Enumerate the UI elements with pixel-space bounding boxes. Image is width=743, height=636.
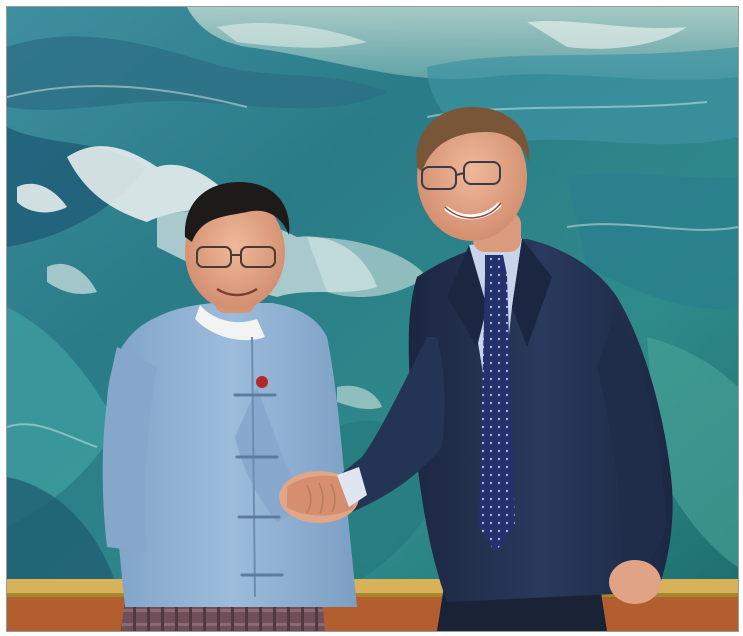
handshake [279,467,367,523]
right-hand [609,560,661,604]
right-man [337,107,673,631]
hair [416,107,530,172]
hair [184,182,290,242]
lapel-pin [256,376,268,388]
photo-illustration [7,7,738,631]
photo [6,6,739,632]
glasses [196,246,276,268]
tie [479,255,515,552]
glasses [421,161,501,190]
